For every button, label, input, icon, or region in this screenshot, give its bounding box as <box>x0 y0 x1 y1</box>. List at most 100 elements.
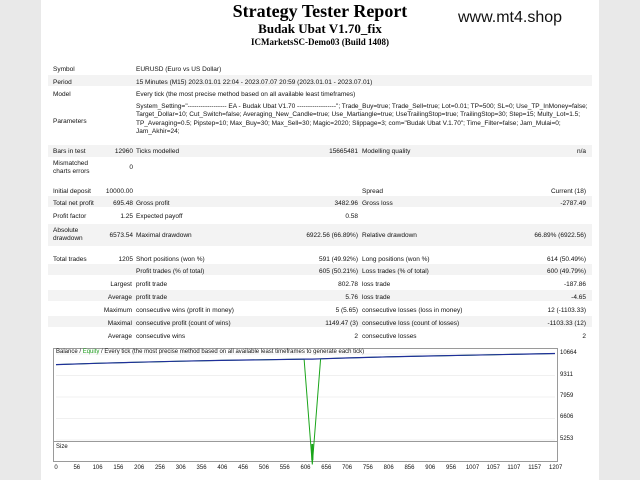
average-profit-label: profit trade <box>136 294 168 301</box>
chart-title-equity: Equity <box>82 349 100 355</box>
mismatch-label-1: Mismatched <box>53 160 89 167</box>
x-tick-label: 606 <box>300 465 311 471</box>
average-profit-value: 5.76 <box>345 294 358 301</box>
x-tick-label: 306 <box>175 465 186 471</box>
size-subchart <box>53 441 558 462</box>
loss-trades-value: 600 (49.79%) <box>546 268 586 275</box>
x-tick-label: 656 <box>321 465 332 471</box>
parameters-label: Parameters <box>53 118 87 125</box>
x-tick-label: 706 <box>342 465 353 471</box>
symbol-label: Symbol <box>53 66 75 73</box>
size-label: Size <box>56 444 68 450</box>
y-tick-label: 5253 <box>560 436 574 442</box>
maximal-consecutive-profit-value: 1149.47 (3) <box>325 320 358 327</box>
max-consecutive-losses-label: consecutive losses (loss in money) <box>362 307 463 314</box>
x-tick-label: 1207 <box>549 465 563 471</box>
total-trades-value: 1205 <box>118 256 133 263</box>
largest-loss-value: -187.86 <box>563 281 586 288</box>
profit-trades-label: Profit trades (% of total) <box>136 268 205 275</box>
ticks-label: Ticks modelled <box>136 148 180 155</box>
maximal-label: Maximal <box>107 320 132 327</box>
ticks-value: 15665481 <box>329 148 358 155</box>
row-stripe <box>48 316 592 327</box>
x-tick-label: 406 <box>217 465 228 471</box>
long-positions-value: 614 (50.49%) <box>546 256 586 263</box>
spread-label: Spread <box>362 188 383 195</box>
row-stripe <box>48 196 592 207</box>
y-tick-label: 9311 <box>560 371 573 378</box>
x-tick-label: 556 <box>279 465 290 471</box>
initial-deposit-value: 10000.00 <box>105 188 133 195</box>
x-tick-label: 256 <box>154 465 165 471</box>
bars-label: Bars in test <box>53 148 86 155</box>
report-subtitle: Budak Ubat V1.70_fix <box>258 21 382 36</box>
loss-trades-label: Loss trades (% of total) <box>362 268 429 275</box>
equity-series-line <box>55 353 556 465</box>
maximum-label: Maximum <box>103 307 132 314</box>
row-stripe <box>48 145 592 157</box>
x-tick-label: 1057 <box>486 465 500 471</box>
average-consecutive-losses-value: 2 <box>582 333 586 340</box>
average-consecutive-wins-label: consecutive wins <box>136 333 186 340</box>
max-consecutive-wins-label: consecutive wins (profit in money) <box>136 307 234 314</box>
maximal-drawdown-label: Maximal drawdown <box>136 232 192 239</box>
average-consecutive-losses-label: consecutive losses <box>362 333 417 340</box>
absolute-drawdown-label-1: Absolute <box>53 227 79 234</box>
site-watermark: www.mt4.shop <box>458 9 563 26</box>
net-profit-label: Total net profit <box>53 200 94 207</box>
mismatch-label-2: charts errors <box>53 168 90 175</box>
largest-loss-label: loss trade <box>362 281 391 288</box>
relative-drawdown-value: 66.89% (6922.56) <box>534 232 586 239</box>
expected-payoff-value: 0.58 <box>345 213 358 220</box>
x-tick-label: 356 <box>196 465 207 471</box>
chart-title-method: / Every tick (the most precise method ba… <box>99 349 365 355</box>
average-consecutive-label: Average <box>107 333 132 340</box>
x-tick-label: 756 <box>362 465 373 471</box>
x-tick-label: 856 <box>404 465 415 471</box>
x-tick-label: 906 <box>425 465 436 471</box>
maximal-consecutive-loss-value: -1103.33 (12) <box>547 320 586 327</box>
x-tick-label: 506 <box>258 465 269 471</box>
gross-profit-label: Gross profit <box>136 200 170 207</box>
row-stripe <box>48 264 592 275</box>
x-tick-label: 956 <box>446 465 457 471</box>
x-tick-label: 0 <box>54 465 58 471</box>
quality-value: n/a <box>576 148 586 155</box>
x-tick-label: 206 <box>134 465 145 471</box>
period-label: Period <box>53 79 72 86</box>
maximal-consecutive-profit-label: consecutive profit (count of wins) <box>136 320 231 327</box>
profit-factor-label: Profit factor <box>53 213 87 220</box>
y-tick-label: 7959 <box>560 392 574 399</box>
x-tick-label: 106 <box>92 465 103 471</box>
x-tick-label: 156 <box>113 465 124 471</box>
balance-series-line <box>55 352 556 366</box>
x-tick-label: 1157 <box>528 465 542 471</box>
initial-deposit-label: Initial deposit <box>53 188 91 195</box>
period-value: 15 Minutes (M15) 2023.01.01 22:04 - 2023… <box>136 79 373 86</box>
absolute-drawdown-label-2: drawdown <box>53 235 83 242</box>
largest-label: Largest <box>110 281 132 288</box>
average-loss-label: loss trade <box>362 294 391 301</box>
profit-factor-value: 1.25 <box>120 213 133 220</box>
expected-payoff-label: Expected payoff <box>136 213 183 220</box>
gross-loss-value: -2787.49 <box>560 200 586 207</box>
gross-profit-value: 3482.96 <box>334 200 359 207</box>
model-label: Model <box>53 91 71 98</box>
x-tick-label: 1007 <box>465 465 480 471</box>
size-bar <box>311 444 314 460</box>
row-stripe <box>48 290 592 301</box>
mismatch-value: 0 <box>129 164 133 171</box>
short-positions-value: 591 (49.92%) <box>318 256 358 263</box>
chart-title-separator: / <box>77 349 83 355</box>
y-tick-label: 10664 <box>560 350 577 356</box>
relative-drawdown-label: Relative drawdown <box>362 232 417 239</box>
model-value: Every tick (the most precise method base… <box>136 91 356 98</box>
net-profit-value: 695.48 <box>113 200 133 207</box>
x-tick-label: 806 <box>383 465 394 471</box>
maximal-drawdown-value: 6922.56 (66.89%) <box>306 232 358 239</box>
largest-profit-value: 802.78 <box>338 281 358 288</box>
largest-profit-label: profit trade <box>136 281 168 288</box>
absolute-drawdown-value: 6573.54 <box>109 232 134 239</box>
max-consecutive-wins-value: 5 (5.65) <box>335 307 358 314</box>
